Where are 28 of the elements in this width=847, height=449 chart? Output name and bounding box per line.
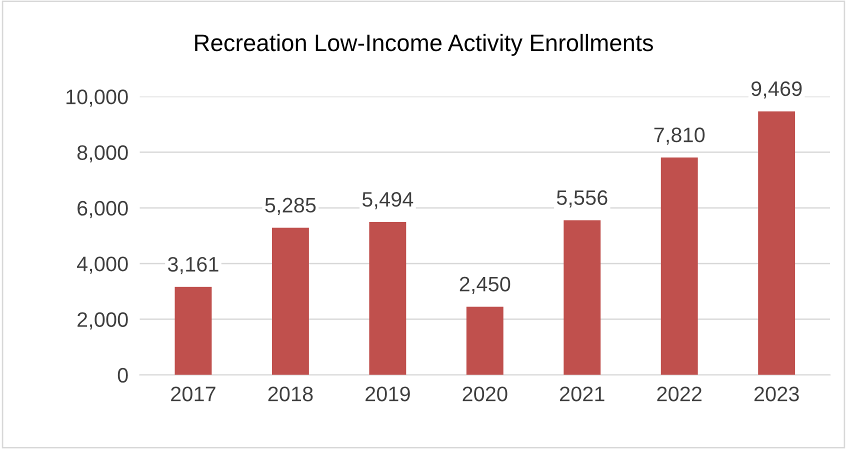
y-tick-label: 10,000 — [66, 90, 128, 107]
data-label: 2,450 — [460, 276, 510, 294]
x-tick-label: 2018 — [268, 386, 313, 402]
bar — [660, 158, 698, 375]
x-tick-label: 2019 — [366, 386, 410, 402]
x-tick-label: 2021 — [560, 386, 604, 402]
bar — [272, 228, 309, 375]
bar — [758, 111, 796, 375]
data-label: 5,556 — [556, 190, 608, 208]
data-label: 3,161 — [168, 256, 218, 274]
bar — [564, 220, 601, 375]
y-tick-label: 0 — [118, 368, 128, 383]
x-tick-label: 2020 — [462, 386, 508, 402]
data-label: 5,494 — [362, 192, 414, 210]
data-label: 7,810 — [654, 128, 705, 145]
y-tick-label: 4,000 — [76, 256, 128, 274]
bar — [174, 286, 212, 375]
y-tick-label: 6,000 — [78, 200, 128, 218]
bar — [369, 222, 406, 375]
bar — [466, 306, 504, 375]
chart-title: Recreation Low-Income Activity Enrollments — [195, 34, 653, 56]
x-tick-label: 2022 — [657, 386, 702, 402]
data-label: 9,469 — [752, 81, 802, 99]
x-tick-label: 2017 — [171, 386, 216, 402]
data-label: 5,285 — [265, 198, 316, 216]
y-tick-label: 8,000 — [77, 145, 128, 162]
x-tick-label: 2023 — [754, 386, 799, 402]
y-tick-label: 2,000 — [78, 312, 128, 330]
